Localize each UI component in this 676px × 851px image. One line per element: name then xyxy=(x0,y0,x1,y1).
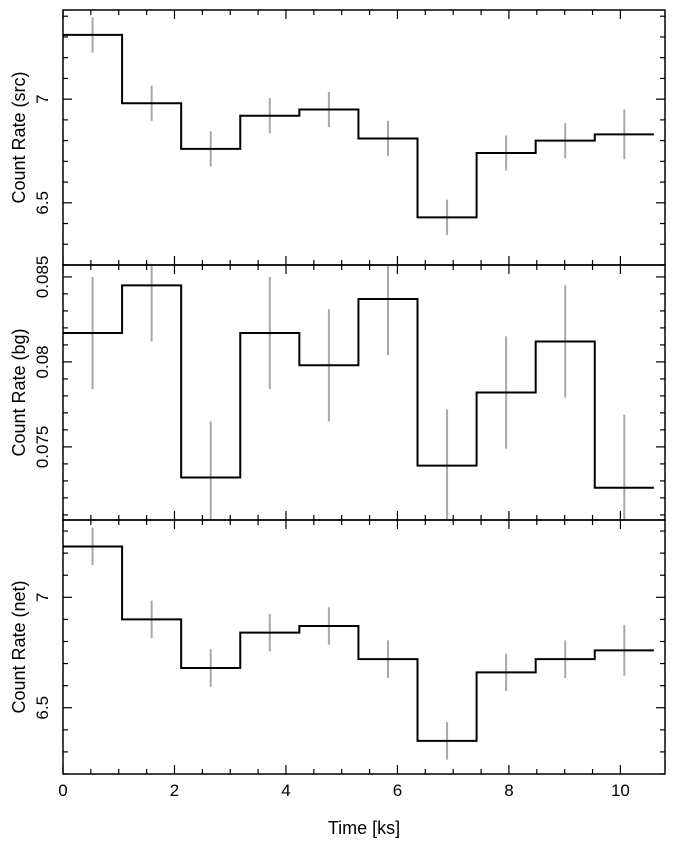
x-axis-label: Time [ks] xyxy=(328,818,400,838)
y-tick-label-bg-0.075: 0.075 xyxy=(33,426,52,469)
x-tick-label-6: 6 xyxy=(393,781,402,800)
step-line-src xyxy=(63,33,654,219)
step-line-bg xyxy=(63,284,654,489)
y-tick-label-net-6.5: 6.5 xyxy=(33,696,52,720)
x-tick-label-0: 0 xyxy=(58,781,67,800)
y-axis-label-src: Count Rate (src) xyxy=(9,71,29,203)
x-tick-label-4: 4 xyxy=(281,781,290,800)
y-tick-label-src-6.5: 6.5 xyxy=(33,191,52,215)
x-tick-label-10: 10 xyxy=(611,781,630,800)
y-tick-label-net-7: 7 xyxy=(33,593,52,602)
panel-frame-src xyxy=(62,9,666,266)
y-tick-label-bg-0.08: 0.08 xyxy=(33,345,52,378)
panel-frame-bg xyxy=(62,264,666,521)
y-axis-label-bg: Count Rate (bg) xyxy=(9,328,29,456)
y-tick-label-src-7: 7 xyxy=(33,94,52,103)
step-line-net xyxy=(63,545,654,742)
x-tick-label-2: 2 xyxy=(170,781,179,800)
x-tick-label-8: 8 xyxy=(504,781,513,800)
y-tick-label-bg-0.085: 0.085 xyxy=(33,256,52,299)
panel-frame-net xyxy=(62,519,666,775)
y-axis-label-net: Count Rate (net) xyxy=(9,580,29,713)
